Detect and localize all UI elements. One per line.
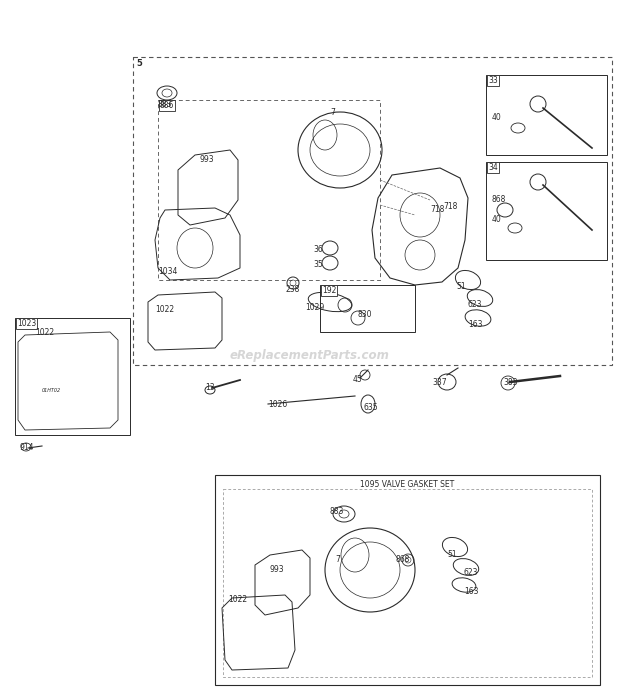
Text: 1022: 1022 [228,595,247,604]
Text: 623: 623 [464,568,479,577]
Text: 868: 868 [395,555,409,564]
Text: 1026: 1026 [268,400,287,409]
Text: 1029: 1029 [305,303,324,312]
Text: 883: 883 [330,507,344,516]
Text: 883: 883 [157,100,171,109]
Bar [486,162,607,260]
Text: 718: 718 [443,202,458,211]
Text: 337: 337 [432,378,446,387]
Text: 163: 163 [468,320,482,329]
Bar [15,318,130,435]
Text: 993: 993 [270,565,285,574]
Text: 1022: 1022 [35,328,54,337]
Bar [158,100,380,280]
Bar [215,475,600,685]
Text: 35: 35 [313,260,323,269]
Text: 383: 383 [503,378,518,387]
Text: 1034: 1034 [158,267,177,276]
Bar [133,57,612,365]
Text: 163: 163 [464,587,479,596]
Text: 40: 40 [492,113,502,122]
Text: 13: 13 [205,383,215,392]
Text: 886: 886 [160,101,174,110]
Text: 51: 51 [456,282,466,291]
Text: 5: 5 [136,59,142,68]
Text: 830: 830 [358,310,373,319]
Bar [223,489,592,677]
Text: 33: 33 [488,76,498,85]
Text: 7: 7 [330,108,335,117]
Text: 40: 40 [492,215,502,224]
Text: 192: 192 [322,286,337,295]
Text: 914: 914 [20,443,35,452]
Text: 7: 7 [335,555,340,564]
Bar [320,285,415,332]
Text: 34: 34 [488,163,498,172]
Text: 993: 993 [200,155,215,164]
Text: 51: 51 [447,550,456,559]
Text: 01HT02: 01HT02 [42,387,61,392]
Text: 868: 868 [492,195,507,204]
Text: 1023: 1023 [17,319,36,328]
Text: 238: 238 [285,285,299,294]
Bar [486,75,607,155]
Text: eReplacementParts.com: eReplacementParts.com [230,349,390,362]
Text: 45: 45 [353,375,363,384]
Text: 623: 623 [468,300,482,309]
Text: 36: 36 [313,245,323,254]
Text: 1095 VALVE GASKET SET: 1095 VALVE GASKET SET [360,480,454,489]
Text: 1022: 1022 [155,305,174,314]
Text: 635: 635 [364,403,379,412]
Text: 718: 718 [430,205,445,214]
